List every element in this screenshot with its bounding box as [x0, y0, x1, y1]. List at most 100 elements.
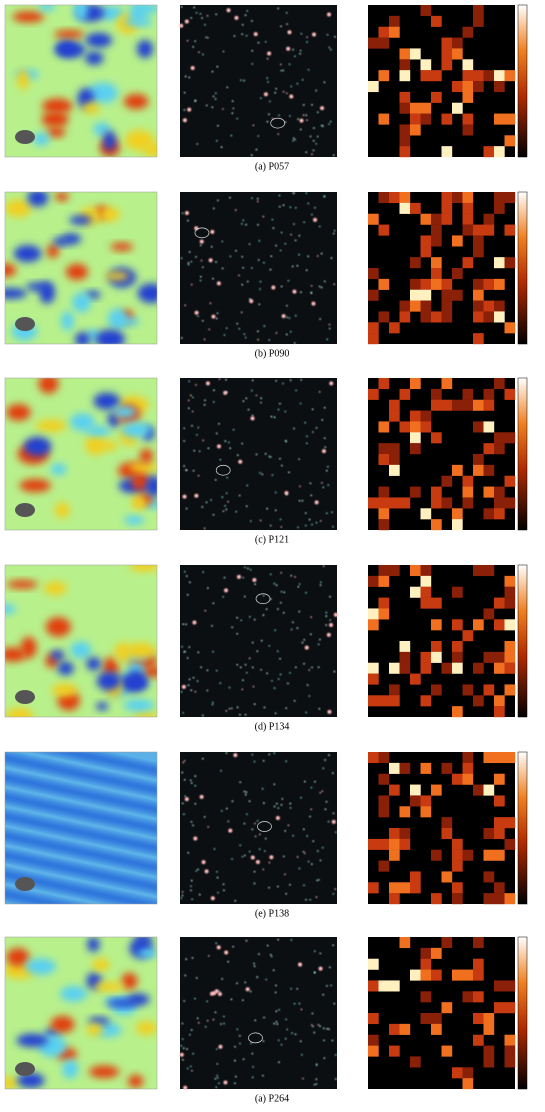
star — [305, 591, 307, 594]
star — [290, 330, 292, 333]
star — [193, 836, 198, 841]
star — [190, 885, 192, 887]
star — [181, 891, 184, 893]
star — [238, 459, 243, 464]
star — [187, 852, 190, 854]
colorbar — [517, 377, 528, 531]
pixel — [452, 508, 463, 520]
star — [229, 255, 232, 258]
star — [250, 416, 255, 421]
star — [270, 255, 273, 257]
star — [259, 97, 262, 99]
blob — [17, 1072, 45, 1088]
star — [251, 641, 254, 644]
star — [300, 1008, 303, 1011]
star — [228, 441, 230, 444]
blob — [57, 41, 77, 56]
star — [230, 134, 233, 137]
star — [294, 1033, 297, 1036]
blob — [5, 707, 34, 717]
star — [318, 391, 321, 393]
star — [290, 233, 292, 236]
star — [226, 476, 229, 479]
star — [293, 342, 296, 344]
star — [311, 408, 314, 411]
pixel — [389, 192, 400, 204]
pixel — [420, 410, 432, 422]
pixel — [462, 762, 474, 774]
star — [310, 786, 313, 789]
star — [239, 1042, 241, 1045]
pixel — [473, 235, 484, 247]
pixel — [431, 224, 442, 236]
star — [204, 1025, 207, 1028]
star — [216, 140, 218, 142]
smooth-map — [4, 191, 158, 345]
star — [294, 138, 296, 141]
blob — [16, 1033, 49, 1048]
star — [301, 499, 304, 502]
star — [312, 840, 315, 842]
star — [225, 492, 228, 494]
star — [180, 6, 183, 8]
star — [289, 94, 294, 99]
star — [251, 379, 254, 382]
pixel — [420, 795, 432, 807]
star — [331, 1039, 334, 1042]
pixel — [399, 70, 411, 82]
star — [189, 581, 191, 584]
blob — [38, 378, 59, 394]
pixel — [462, 684, 474, 696]
pixel — [504, 651, 516, 663]
star — [322, 767, 325, 770]
star — [195, 256, 197, 258]
star — [312, 431, 314, 433]
star — [221, 240, 224, 243]
star — [281, 314, 286, 319]
star — [226, 807, 228, 810]
pixel — [378, 860, 390, 872]
star — [302, 850, 305, 853]
pixel — [452, 969, 463, 981]
star — [272, 969, 275, 971]
star — [252, 124, 255, 127]
star — [194, 775, 197, 777]
star — [277, 7, 279, 10]
map-frame — [4, 751, 158, 905]
star — [268, 886, 270, 889]
star — [234, 209, 237, 211]
star — [240, 666, 242, 669]
pixel — [389, 684, 400, 696]
pixel — [494, 619, 505, 631]
star — [216, 1048, 218, 1050]
star — [315, 142, 317, 145]
pixel — [483, 388, 495, 400]
pixel — [441, 202, 453, 214]
star — [202, 439, 204, 442]
star — [263, 1016, 265, 1019]
star — [285, 12, 288, 14]
star — [269, 100, 271, 103]
star — [190, 1065, 192, 1068]
blob — [53, 29, 85, 39]
star — [321, 846, 324, 849]
contour — [270, 117, 286, 129]
star — [190, 283, 193, 286]
pixel — [473, 311, 484, 323]
star — [182, 1058, 184, 1061]
pixel — [410, 113, 421, 125]
blob — [16, 68, 30, 90]
pixel — [389, 893, 400, 905]
pixel — [452, 464, 463, 476]
star — [202, 757, 204, 760]
pixel — [452, 619, 463, 631]
star — [321, 449, 326, 454]
star — [184, 75, 187, 78]
star — [334, 1078, 337, 1080]
star — [223, 334, 226, 336]
pixel — [368, 322, 379, 334]
pixel — [462, 630, 474, 642]
star — [203, 338, 206, 341]
star — [268, 455, 271, 458]
star — [301, 1054, 303, 1056]
